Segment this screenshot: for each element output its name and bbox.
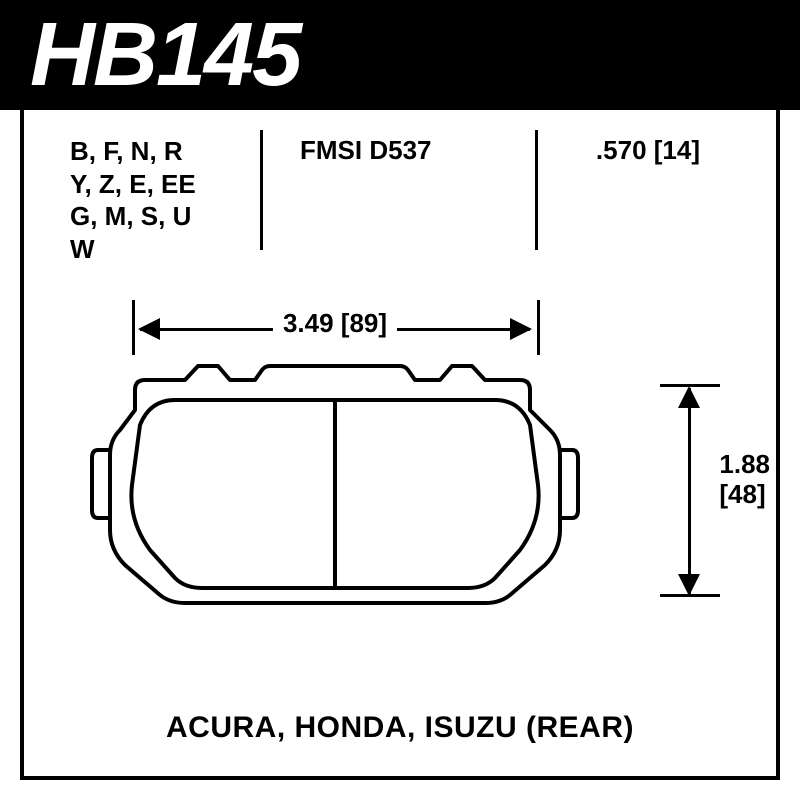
height-dim-line [688,388,691,594]
width-ext-left [132,300,135,355]
height-dim-label: 1.88 [48] [719,450,770,510]
info-row: B, F, N, R Y, Z, E, EE G, M, S, U W FMSI… [40,125,760,275]
width-ext-right [537,300,540,355]
codes-line-3: G, M, S, U [70,200,196,233]
application-text: ACURA, HONDA, ISUZU (REAR) [0,711,800,745]
header-bar: HB145 [0,0,800,110]
arrow-right-icon [510,318,532,340]
thickness-label: .570 [14] [596,135,700,166]
width-dimension: 3.49 [89] [140,310,530,350]
guide-left [92,450,110,518]
guide-right [560,450,578,518]
codes-line-1: B, F, N, R [70,135,196,168]
height-dim-in: 1.88 [719,450,770,480]
fmsi-label: FMSI D537 [300,135,432,166]
compound-codes: B, F, N, R Y, Z, E, EE G, M, S, U W [70,135,196,265]
codes-line-2: Y, Z, E, EE [70,168,196,201]
arrow-left-icon [138,318,160,340]
height-dim-mm: [48] [719,480,770,510]
arrow-down-icon [678,574,700,596]
height-dimension [670,388,710,594]
codes-line-4: W [70,233,196,266]
arrow-up-icon [678,386,700,408]
brake-pad-diagram [90,350,580,630]
part-number: HB145 [30,4,300,107]
width-dim-label: 3.49 [89] [273,308,397,339]
